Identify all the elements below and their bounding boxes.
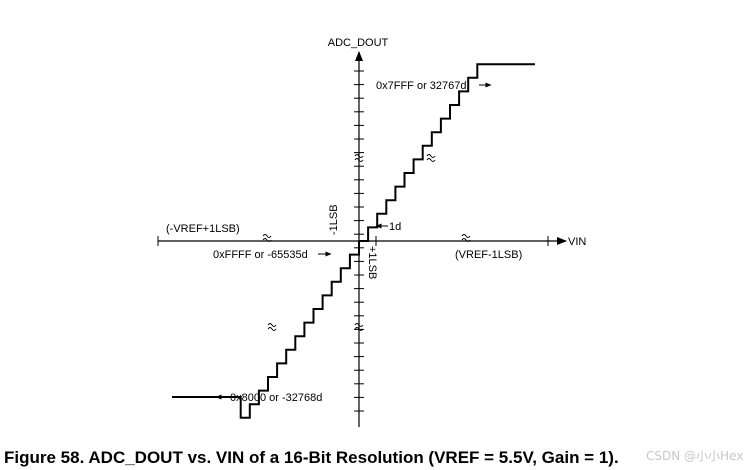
- min-code-label: 0x8000 or -32768d: [230, 392, 322, 404]
- axis-break-marks: [262, 154, 471, 331]
- transfer-staircase: [172, 63, 535, 419]
- max-code-label: 0x7FFF or 32767d: [376, 80, 467, 92]
- pos-lsb-label: +1LSB: [366, 246, 378, 279]
- y-axis-ticks: [354, 70, 364, 412]
- figure-caption: Figure 58. ADC_DOUT vs. VIN of a 16-Bit …: [4, 448, 619, 467]
- neg-one-code-label: 0xFFFF or -65535d: [213, 249, 308, 261]
- neg-vref-label: (-VREF+1LSB): [166, 223, 240, 235]
- x-axis-label: VIN: [568, 236, 586, 248]
- y-axis-label: ADC_DOUT: [328, 37, 389, 49]
- watermark: CSDN @小小Hex: [646, 449, 743, 463]
- one-code-label: 1d: [389, 221, 401, 233]
- pos-vref-label: (VREF-1LSB): [455, 249, 522, 261]
- neg-lsb-label: -1LSB: [328, 204, 340, 235]
